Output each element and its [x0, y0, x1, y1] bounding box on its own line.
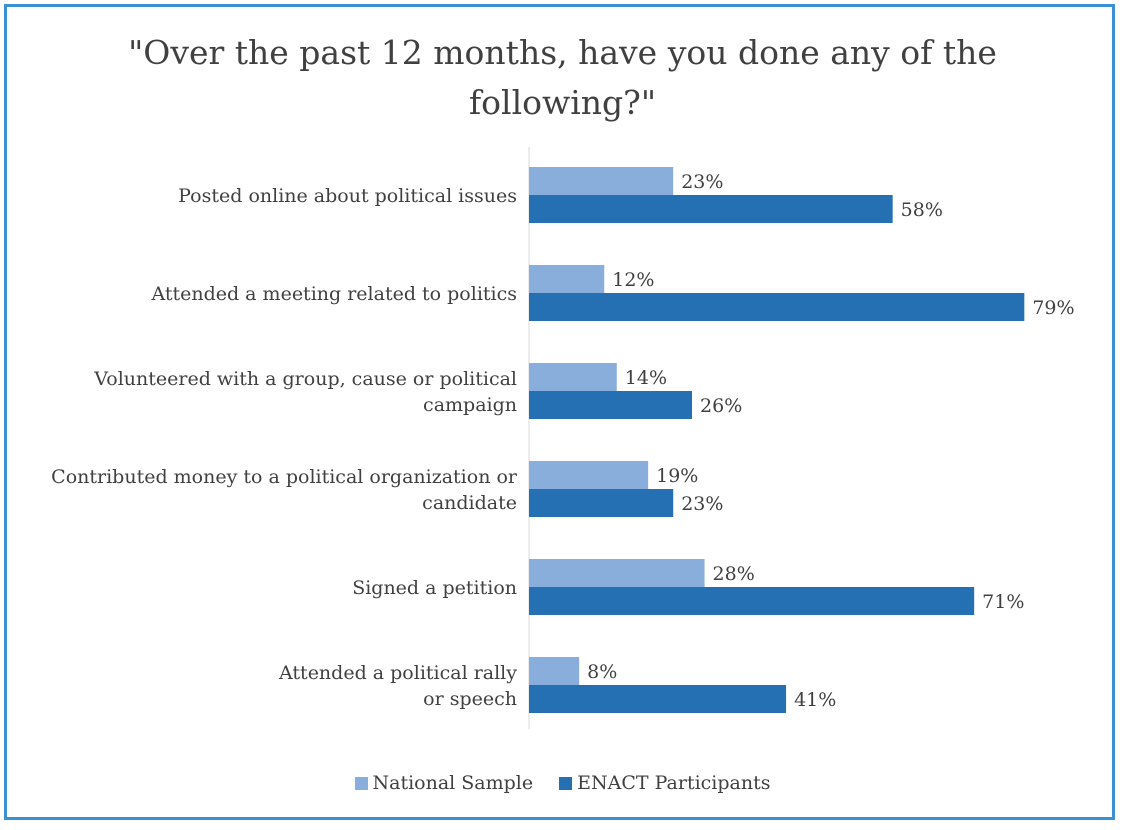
- legend-swatch-enact-participants: [559, 776, 573, 790]
- bar-enact-participants-1: [529, 195, 893, 223]
- data-label-enact-participants-4: 23%: [681, 493, 723, 515]
- bar-national-sample-5: [529, 559, 705, 587]
- legend-label-enact-participants: ENACT Participants: [577, 772, 771, 794]
- bar-enact-participants-2: [529, 293, 1025, 321]
- category-label-3-line-2: campaign: [423, 394, 517, 416]
- category-label-5: Signed a petition: [0, 575, 517, 601]
- legend-swatch-national-sample: [354, 776, 368, 790]
- category-label-1-line-1: Posted online about political issues: [178, 185, 517, 207]
- category-label-6-line-1: Attended a political rally: [279, 662, 517, 684]
- data-label-national-sample-3: 14%: [625, 367, 667, 389]
- legend-label-national-sample: National Sample: [372, 772, 534, 794]
- chart-title-line-2: following?": [468, 83, 657, 122]
- bar-enact-participants-4: [529, 489, 674, 517]
- category-label-2-line-1: Attended a meeting related to politics: [151, 283, 517, 305]
- data-label-national-sample-5: 28%: [713, 563, 755, 585]
- category-label-1: Posted online about political issues: [0, 183, 517, 209]
- category-label-2: Attended a meeting related to politics: [0, 281, 517, 307]
- category-label-6: Attended a political rally or speech: [0, 660, 517, 712]
- data-label-national-sample-6: 8%: [587, 661, 617, 683]
- bar-national-sample-1: [529, 167, 674, 195]
- data-label-enact-participants-3: 26%: [700, 395, 742, 417]
- category-label-4-line-1: Contributed money to a political organiz…: [51, 466, 517, 488]
- data-label-enact-participants-6: 41%: [794, 689, 836, 711]
- data-label-enact-participants-2: 79%: [1032, 297, 1074, 319]
- data-label-national-sample-2: 12%: [612, 269, 654, 291]
- data-label-enact-participants-5: 71%: [982, 591, 1024, 613]
- category-label-4: Contributed money to a political organiz…: [0, 464, 517, 516]
- data-label-enact-participants-1: 58%: [901, 199, 943, 221]
- category-label-4-line-2: candidate: [422, 492, 517, 514]
- chart-title-line-1: "Over the past 12 months, have you done …: [128, 33, 997, 72]
- legend-item-national-sample: National Sample: [354, 772, 534, 794]
- category-label-5-line-1: Signed a petition: [352, 577, 517, 599]
- category-label-6-line-2: or speech: [423, 688, 517, 710]
- chart-title: "Over the past 12 months, have you done …: [0, 28, 1125, 128]
- bar-national-sample-6: [529, 657, 580, 685]
- data-label-national-sample-1: 23%: [681, 171, 723, 193]
- category-label-3-line-1: Volunteered with a group, cause or polit…: [94, 368, 517, 390]
- legend: National Sample ENACT Participants: [0, 772, 1125, 794]
- bar-national-sample-4: [529, 461, 649, 489]
- bar-national-sample-3: [529, 363, 617, 391]
- category-label-3: Volunteered with a group, cause or polit…: [0, 366, 517, 418]
- bar-enact-participants-6: [529, 685, 787, 713]
- bar-enact-participants-5: [529, 587, 975, 615]
- bar-enact-participants-3: [529, 391, 693, 419]
- legend-item-enact-participants: ENACT Participants: [559, 772, 771, 794]
- data-label-national-sample-4: 19%: [656, 465, 698, 487]
- bar-national-sample-2: [529, 265, 605, 293]
